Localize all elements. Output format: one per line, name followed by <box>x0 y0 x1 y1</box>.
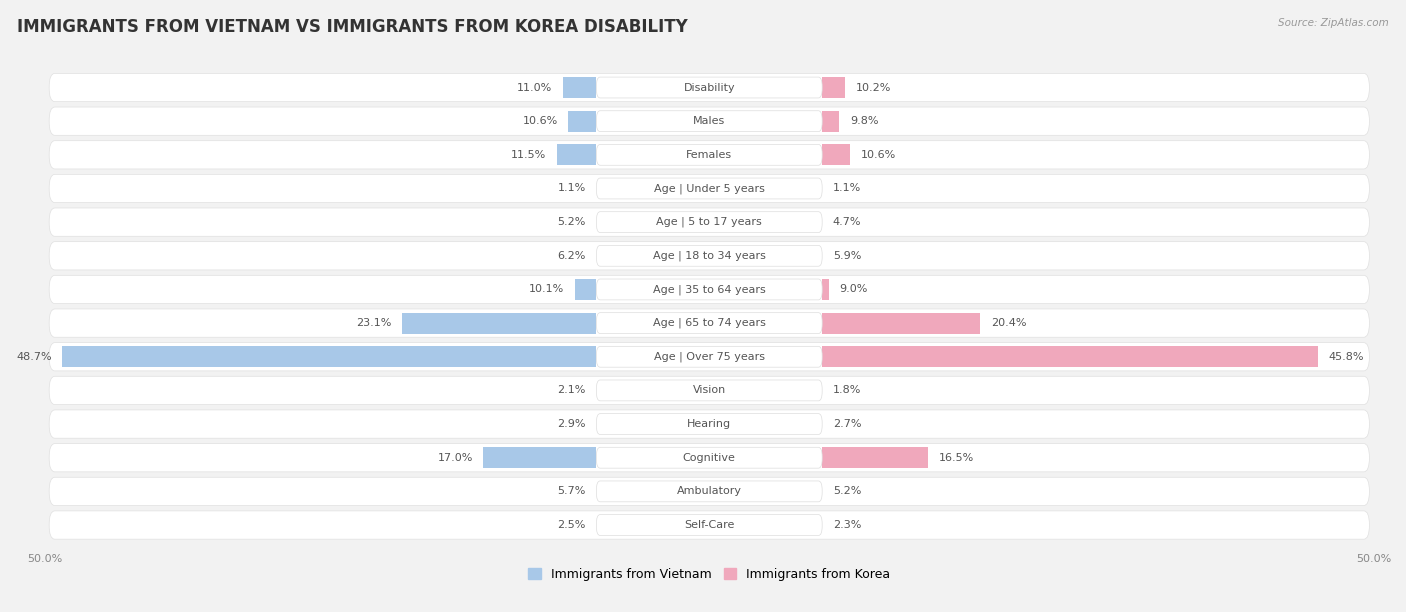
Text: 2.9%: 2.9% <box>557 419 586 429</box>
FancyBboxPatch shape <box>596 245 823 266</box>
Bar <box>823 346 1317 367</box>
Text: 23.1%: 23.1% <box>357 318 392 328</box>
FancyBboxPatch shape <box>596 178 823 199</box>
Text: 17.0%: 17.0% <box>437 453 472 463</box>
FancyBboxPatch shape <box>596 380 823 401</box>
Text: Cognitive: Cognitive <box>683 453 735 463</box>
Bar <box>823 111 839 132</box>
FancyBboxPatch shape <box>49 242 1369 270</box>
FancyBboxPatch shape <box>49 208 1369 236</box>
Bar <box>823 77 845 98</box>
Text: 2.5%: 2.5% <box>557 520 586 530</box>
Bar <box>823 447 928 468</box>
Text: 2.1%: 2.1% <box>557 386 586 395</box>
FancyBboxPatch shape <box>596 414 823 435</box>
FancyBboxPatch shape <box>596 144 823 165</box>
Text: 4.7%: 4.7% <box>832 217 862 227</box>
Text: 9.8%: 9.8% <box>851 116 879 126</box>
Text: 16.5%: 16.5% <box>939 453 974 463</box>
Text: Age | 5 to 17 years: Age | 5 to 17 years <box>657 217 762 228</box>
Text: 10.6%: 10.6% <box>860 150 896 160</box>
FancyBboxPatch shape <box>49 141 1369 169</box>
Text: Source: ZipAtlas.com: Source: ZipAtlas.com <box>1278 18 1389 28</box>
Text: Vision: Vision <box>693 386 725 395</box>
FancyBboxPatch shape <box>49 275 1369 304</box>
Text: Ambulatory: Ambulatory <box>676 487 742 496</box>
Text: 2.7%: 2.7% <box>832 419 862 429</box>
Text: 48.7%: 48.7% <box>17 352 52 362</box>
Bar <box>564 77 596 98</box>
Bar <box>402 313 596 334</box>
FancyBboxPatch shape <box>49 107 1369 135</box>
Text: 10.6%: 10.6% <box>523 116 558 126</box>
FancyBboxPatch shape <box>596 279 823 300</box>
Text: 45.8%: 45.8% <box>1329 352 1364 362</box>
Bar <box>823 279 828 300</box>
Text: Males: Males <box>693 116 725 126</box>
Text: 1.8%: 1.8% <box>832 386 860 395</box>
FancyBboxPatch shape <box>596 313 823 334</box>
Text: 2.3%: 2.3% <box>832 520 860 530</box>
Text: 5.2%: 5.2% <box>557 217 586 227</box>
FancyBboxPatch shape <box>49 174 1369 203</box>
Text: 11.0%: 11.0% <box>517 83 553 92</box>
Text: Age | 65 to 74 years: Age | 65 to 74 years <box>652 318 766 329</box>
Text: 20.4%: 20.4% <box>991 318 1026 328</box>
FancyBboxPatch shape <box>49 410 1369 438</box>
FancyBboxPatch shape <box>49 444 1369 472</box>
Text: Age | Over 75 years: Age | Over 75 years <box>654 351 765 362</box>
FancyBboxPatch shape <box>49 376 1369 405</box>
FancyBboxPatch shape <box>596 515 823 536</box>
FancyBboxPatch shape <box>596 447 823 468</box>
Bar <box>575 279 596 300</box>
Bar <box>484 447 596 468</box>
Text: 5.2%: 5.2% <box>832 487 860 496</box>
FancyBboxPatch shape <box>49 343 1369 371</box>
FancyBboxPatch shape <box>596 77 823 98</box>
FancyBboxPatch shape <box>596 111 823 132</box>
Bar <box>62 346 596 367</box>
Bar <box>568 111 596 132</box>
FancyBboxPatch shape <box>49 477 1369 506</box>
FancyBboxPatch shape <box>49 73 1369 102</box>
Bar <box>557 144 596 165</box>
Text: 6.2%: 6.2% <box>557 251 586 261</box>
FancyBboxPatch shape <box>596 212 823 233</box>
FancyBboxPatch shape <box>596 481 823 502</box>
Text: 9.0%: 9.0% <box>839 285 868 294</box>
Text: 1.1%: 1.1% <box>832 184 860 193</box>
Text: IMMIGRANTS FROM VIETNAM VS IMMIGRANTS FROM KOREA DISABILITY: IMMIGRANTS FROM VIETNAM VS IMMIGRANTS FR… <box>17 18 688 36</box>
Text: Age | 18 to 34 years: Age | 18 to 34 years <box>652 250 766 261</box>
Text: Females: Females <box>686 150 733 160</box>
Bar <box>823 144 851 165</box>
Bar <box>823 313 980 334</box>
Text: Hearing: Hearing <box>688 419 731 429</box>
FancyBboxPatch shape <box>49 309 1369 337</box>
FancyBboxPatch shape <box>596 346 823 367</box>
Text: Age | Under 5 years: Age | Under 5 years <box>654 183 765 194</box>
Text: 10.2%: 10.2% <box>855 83 891 92</box>
Text: 1.1%: 1.1% <box>558 184 586 193</box>
Legend: Immigrants from Vietnam, Immigrants from Korea: Immigrants from Vietnam, Immigrants from… <box>523 563 896 586</box>
Text: 5.7%: 5.7% <box>557 487 586 496</box>
Text: 11.5%: 11.5% <box>510 150 546 160</box>
Text: Self-Care: Self-Care <box>685 520 734 530</box>
Text: Age | 35 to 64 years: Age | 35 to 64 years <box>652 284 766 295</box>
Text: 10.1%: 10.1% <box>529 285 564 294</box>
Text: 5.9%: 5.9% <box>832 251 860 261</box>
Text: Disability: Disability <box>683 83 735 92</box>
FancyBboxPatch shape <box>49 511 1369 539</box>
